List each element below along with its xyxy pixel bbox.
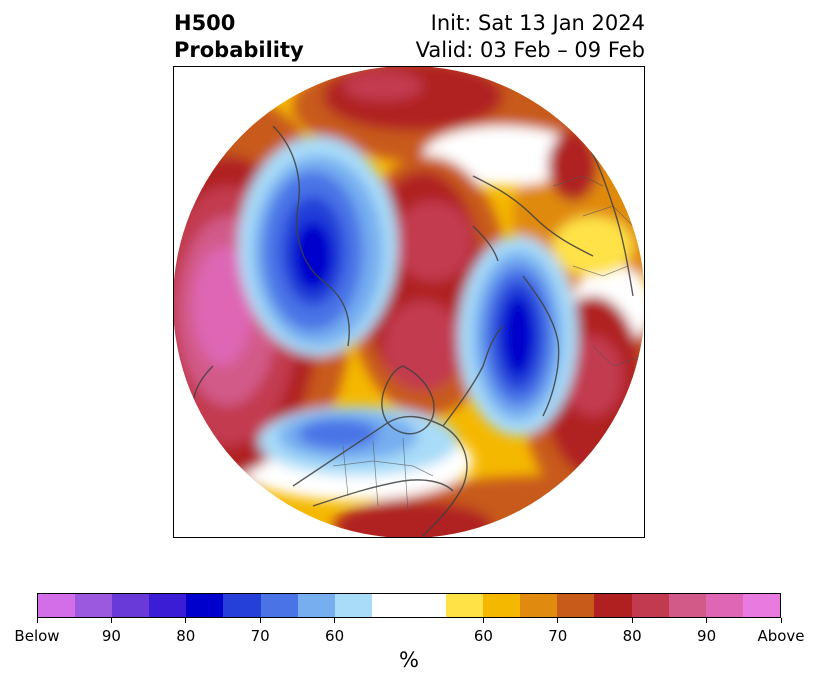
colorbar-segment bbox=[371, 594, 447, 617]
colorbar-segment bbox=[297, 594, 335, 617]
init-date: Init: Sat 13 Jan 2024 bbox=[430, 11, 645, 35]
colorbar-segment bbox=[38, 594, 76, 617]
colorbar-tick-label: 80 bbox=[176, 627, 196, 645]
colorbar-tick bbox=[259, 618, 261, 623]
colorbar-segment bbox=[112, 594, 150, 617]
probability-field bbox=[173, 66, 645, 538]
colorbar bbox=[37, 593, 781, 618]
colorbar-tick bbox=[557, 618, 559, 623]
colorbar-tick-label: Below bbox=[14, 627, 60, 645]
colorbar-segment bbox=[186, 594, 224, 617]
colorbar-segment bbox=[557, 594, 595, 617]
colorbar-segment bbox=[594, 594, 632, 617]
colorbar-tick-label: 70 bbox=[250, 627, 270, 645]
colorbar-segment bbox=[483, 594, 521, 617]
date-block: Init: Sat 13 Jan 2024 Valid: 03 Feb – 09… bbox=[416, 10, 645, 64]
colorbar-tick-label: 70 bbox=[548, 627, 568, 645]
colorbar-tick bbox=[631, 618, 633, 623]
colorbar-segment bbox=[631, 594, 669, 617]
colorbar-unit-label: % bbox=[399, 648, 419, 672]
colorbar-tick bbox=[780, 618, 782, 623]
colorbar-tick-label: Above bbox=[757, 627, 805, 645]
colorbar-ticks bbox=[36, 618, 782, 624]
colorbar-tick bbox=[185, 618, 187, 623]
colorbar-tick bbox=[36, 618, 38, 623]
colorbar-segment bbox=[149, 594, 187, 617]
valid-date: Valid: 03 Feb – 09 Feb bbox=[415, 38, 645, 62]
probability-map bbox=[173, 66, 645, 538]
colorbar-tick-label: 80 bbox=[622, 627, 642, 645]
colorbar-tick bbox=[482, 618, 484, 623]
colorbar-tick-label: 60 bbox=[473, 627, 493, 645]
title-block: H500 Probability bbox=[174, 10, 304, 64]
map-frame bbox=[173, 66, 645, 538]
colorbar-segment bbox=[334, 594, 372, 617]
title-line-1: H500 bbox=[174, 11, 236, 35]
colorbar-tick bbox=[334, 618, 336, 623]
colorbar-segment bbox=[446, 594, 484, 617]
colorbar-tick-label: 90 bbox=[697, 627, 717, 645]
colorbar-segment bbox=[223, 594, 261, 617]
colorbar-segment bbox=[742, 594, 780, 617]
colorbar-segment bbox=[520, 594, 558, 617]
colorbar-segment bbox=[668, 594, 706, 617]
colorbar-tick bbox=[110, 618, 112, 623]
colorbar-tick-label: 60 bbox=[325, 627, 345, 645]
colorbar-segment bbox=[705, 594, 743, 617]
colorbar-tick bbox=[706, 618, 708, 623]
colorbar-tick-label: 90 bbox=[101, 627, 121, 645]
title-line-2: Probability bbox=[174, 38, 304, 62]
colorbar-segment bbox=[260, 594, 298, 617]
colorbar-segment bbox=[75, 594, 113, 617]
